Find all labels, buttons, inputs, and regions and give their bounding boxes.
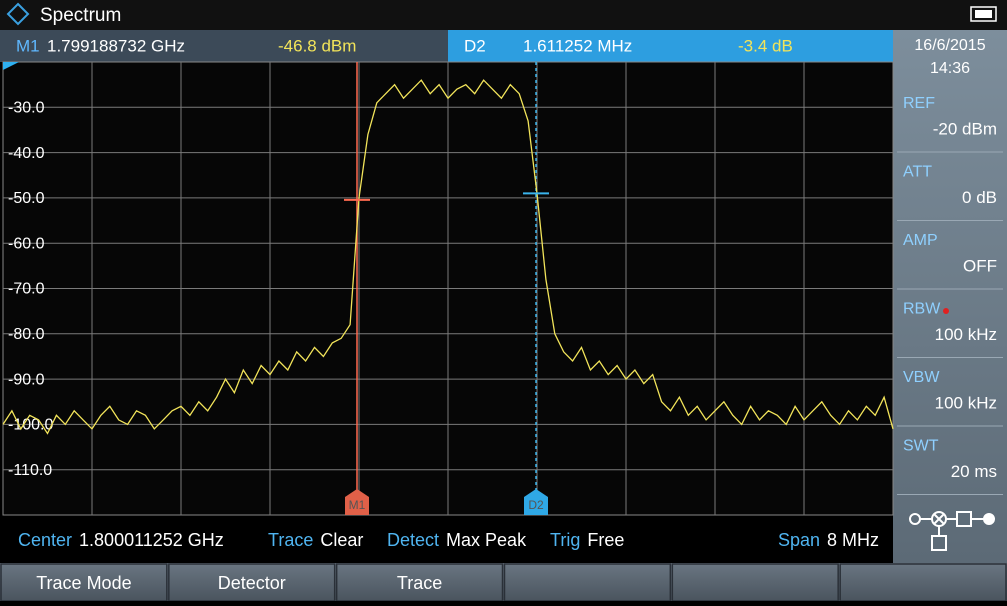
setting-value: 0 dB: [962, 188, 997, 207]
setting-label: RBW: [903, 301, 941, 318]
rbw-indicator: [943, 308, 949, 314]
m1-level: -46.8 dBm: [278, 36, 356, 55]
m1-freq: 1.799188732 GHz: [47, 36, 185, 55]
title-bar: [0, 0, 1007, 30]
setting-value: 100 kHz: [935, 393, 997, 412]
setting-label: SWT: [903, 438, 939, 455]
y-tick-label: -110.0: [8, 462, 52, 479]
battery-level: [975, 10, 992, 18]
marker-flag-label: D2: [528, 498, 544, 512]
status-value: 8 MHz: [827, 530, 879, 550]
y-tick-label: -100.0: [8, 417, 53, 434]
d2-level: -3.4 dB: [738, 36, 793, 55]
setting-value: 20 ms: [951, 462, 997, 481]
softkey-label: Trace: [397, 573, 442, 593]
setting-label: ATT: [903, 164, 932, 181]
setting-value: 100 kHz: [935, 325, 997, 344]
setting-value: OFF: [963, 256, 997, 275]
marker-d2-bar: [448, 30, 893, 62]
y-tick-label: -60.0: [8, 235, 45, 252]
ref-marker: [3, 62, 19, 70]
softkey-label: Trace Mode: [36, 573, 131, 593]
m1-label: M1: [16, 36, 40, 55]
status-value: 1.800011252 GHz: [79, 530, 224, 550]
softkey-label: Detector: [218, 573, 286, 593]
d2-label: D2: [464, 36, 486, 55]
y-tick-label: -80.0: [8, 326, 45, 343]
y-tick-label: -70.0: [8, 281, 45, 298]
d2-freq: 1.611252 MHz: [523, 36, 632, 55]
setting-label: VBW: [903, 369, 940, 386]
status-value: Max Peak: [446, 530, 527, 550]
status-label: Span: [778, 530, 820, 550]
softkey-bar: [0, 563, 1007, 601]
y-tick-label: -50.0: [8, 190, 45, 207]
setting-label: REF: [903, 95, 935, 112]
marker-m1-bar: [0, 30, 448, 62]
battery: [970, 6, 997, 22]
spectrum-trace: [2, 79, 894, 435]
status-value: Clear: [320, 530, 363, 550]
trace-icon: [909, 511, 995, 551]
status-label: Trig: [550, 530, 580, 550]
status-value: Free: [587, 530, 624, 550]
setting-label: AMP: [903, 232, 938, 249]
time: 14:36: [930, 60, 970, 77]
settings-panel: [893, 30, 1007, 563]
y-tick-label: -30.0: [8, 100, 45, 117]
status-label: Trace: [268, 530, 313, 550]
setting-value: -20 dBm: [933, 119, 997, 138]
marker-flag: [345, 489, 369, 515]
marker-flag-label: M1: [349, 498, 366, 512]
y-tick-label: -90.0: [8, 371, 45, 388]
y-tick-label: -40.0: [8, 145, 45, 162]
app-title: Spectrum: [40, 5, 121, 26]
status-label: Detect: [387, 530, 439, 550]
logo: [6, 2, 30, 26]
status-label: Center: [18, 530, 72, 550]
date: 16/6/2015: [914, 37, 985, 54]
marker-flag: [524, 489, 548, 515]
status-bar: [0, 517, 893, 563]
